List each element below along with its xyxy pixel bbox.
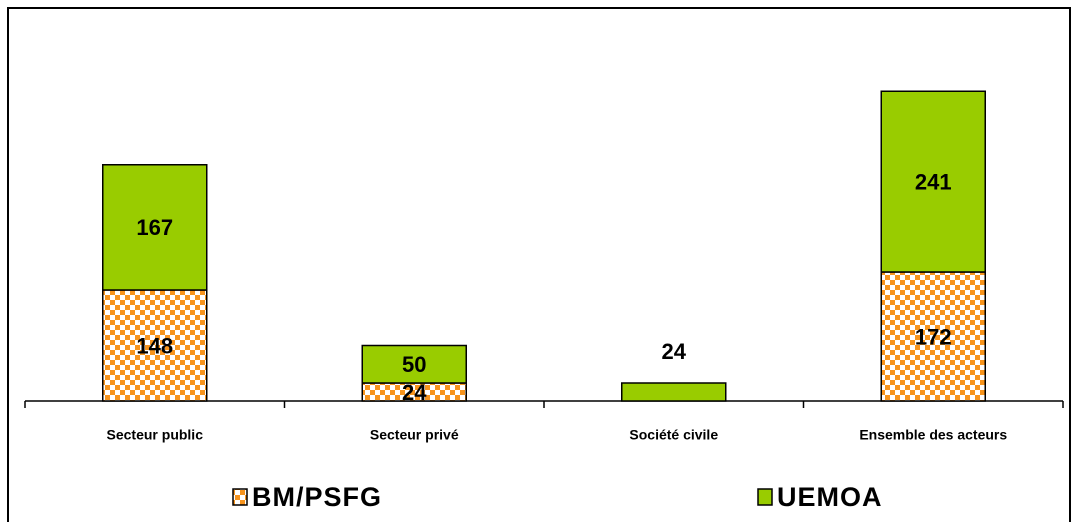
data-label: 24 [662, 339, 687, 364]
x-tick-label: Société civile [629, 427, 718, 443]
bar-segment [621, 382, 727, 402]
x-tick-label: Secteur public [107, 427, 204, 443]
data-label: 172 [915, 324, 952, 349]
data-label: 50 [402, 352, 426, 377]
x-tick-label: Secteur privé [370, 427, 459, 443]
data-label: 241 [915, 169, 952, 194]
data-label: 167 [136, 215, 173, 240]
bar-segment [880, 271, 986, 402]
bar-segment [361, 344, 467, 384]
bar-segment [102, 289, 208, 402]
data-label: 148 [136, 333, 173, 358]
legend-swatch [232, 488, 248, 506]
legend-swatch [757, 488, 773, 506]
data-label: 24 [402, 380, 427, 405]
bar-segment [880, 90, 986, 273]
legend-label: BM/PSFG [252, 482, 382, 512]
x-tick-label: Ensemble des acteurs [859, 427, 1007, 443]
chart-border [7, 7, 1071, 522]
legend-label: UEMOA [777, 482, 883, 512]
bar-segment [102, 164, 208, 291]
